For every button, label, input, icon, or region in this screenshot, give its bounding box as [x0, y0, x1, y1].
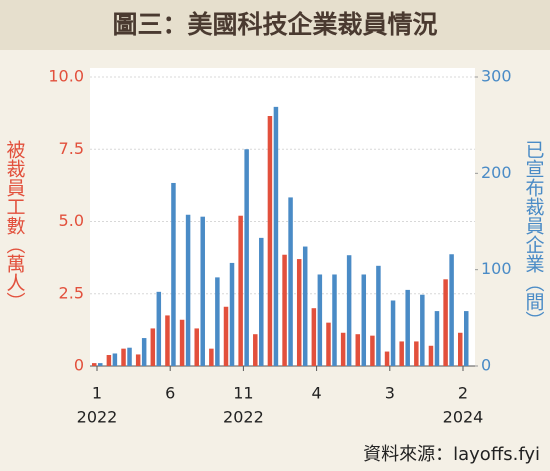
bar	[428, 345, 434, 366]
x-tick-label: 6	[165, 384, 175, 403]
bar	[311, 308, 317, 366]
chart-title: 圖三：美國科技企業裁員情況	[112, 10, 437, 39]
y2-tick-label: 100	[481, 259, 512, 278]
bar	[464, 311, 469, 366]
bar	[253, 334, 258, 366]
bar	[399, 341, 404, 366]
bar	[238, 215, 243, 366]
bar	[171, 182, 176, 366]
bar	[282, 254, 287, 366]
x-year-label: 2022	[223, 408, 264, 427]
bar	[302, 246, 308, 366]
bar	[141, 338, 147, 366]
bar	[267, 116, 273, 366]
y2-tick-label: 200	[481, 163, 512, 182]
y-tick-label: 10.0	[48, 67, 84, 86]
bar	[405, 289, 410, 366]
bar	[346, 255, 352, 366]
bar	[209, 348, 214, 366]
y2-axis-title: 已宣布裁員企業（間）	[523, 140, 545, 330]
source-note: 資料來源：layoffs.fyi	[363, 444, 540, 465]
bar	[420, 294, 425, 366]
bar	[106, 355, 112, 366]
bar	[165, 315, 170, 366]
bar	[135, 354, 141, 366]
bar	[92, 363, 97, 366]
bar	[273, 106, 279, 366]
bar	[259, 237, 264, 366]
bar	[376, 265, 381, 366]
bar	[112, 353, 118, 366]
bar	[384, 351, 390, 366]
bar	[244, 149, 249, 366]
bar	[223, 306, 229, 366]
bar	[150, 328, 156, 366]
bar	[370, 335, 375, 366]
y-tick-label: 7.5	[59, 139, 84, 158]
x-year-label: 2022	[77, 408, 118, 427]
bar	[317, 274, 323, 366]
y-axis-title: 被裁員工數（萬人）	[4, 140, 26, 311]
bar	[179, 319, 185, 366]
bar	[229, 262, 235, 366]
bar	[200, 216, 205, 366]
bar	[156, 291, 162, 366]
y-tick-label: 5.0	[59, 211, 84, 230]
bar	[390, 300, 396, 366]
bar	[361, 274, 367, 366]
y-tick-label: 0	[74, 356, 84, 375]
y-tick-label: 2.5	[59, 283, 84, 302]
x-tick-label: 3	[385, 384, 395, 403]
bar	[326, 322, 331, 366]
bar	[332, 274, 337, 366]
x-tick-label: 2	[458, 384, 468, 403]
bar	[414, 341, 419, 366]
bar	[355, 334, 361, 366]
bar	[185, 214, 191, 366]
y2-tick-label: 0	[481, 356, 491, 375]
bar	[449, 254, 454, 366]
bar	[215, 277, 220, 366]
bar	[296, 259, 302, 366]
x-tick-label: 4	[312, 384, 322, 403]
bar	[98, 363, 103, 366]
bar	[288, 197, 293, 366]
bar	[127, 347, 132, 366]
x-tick-label: 11	[233, 384, 253, 403]
bar	[443, 279, 448, 366]
y2-tick-label: 300	[481, 67, 512, 86]
bar	[340, 332, 346, 366]
bar	[121, 348, 126, 366]
title-band	[0, 0, 550, 50]
x-tick-label: 1	[92, 384, 102, 403]
bar	[458, 332, 463, 366]
x-year-label: 2024	[443, 408, 484, 427]
bar	[194, 328, 199, 366]
bar	[434, 311, 440, 366]
